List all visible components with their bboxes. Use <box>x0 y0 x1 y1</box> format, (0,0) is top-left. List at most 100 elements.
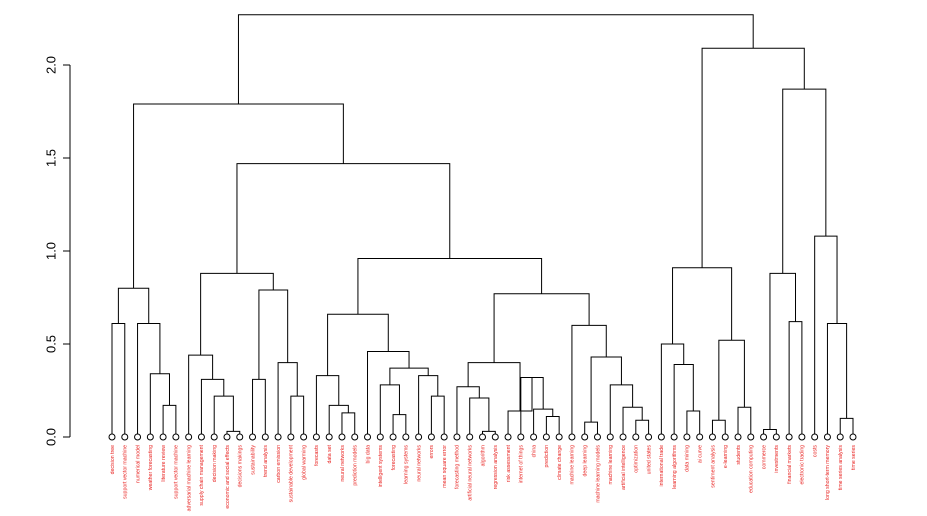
dendrogram-branch <box>782 88 827 274</box>
dendrogram-branch <box>290 395 305 437</box>
leaf-label: international trade <box>659 445 665 487</box>
leaf-label: supply chain management <box>199 444 205 505</box>
leaf-point <box>811 433 819 441</box>
dendrogram-branch <box>673 363 694 437</box>
leaf-point <box>836 433 844 441</box>
dendrogram-branch <box>590 356 622 423</box>
leaf-label: students <box>736 445 742 465</box>
dendrogram-branch <box>660 343 685 437</box>
y-axis: 0.0 0.5 1.0 1.5 2.0 <box>44 56 71 446</box>
leaf-point <box>338 433 346 441</box>
dendrogram-branch <box>117 287 150 324</box>
leaf-label: united states <box>646 445 652 475</box>
leaf-label: support vector machine <box>123 445 129 499</box>
leaf-point <box>696 433 704 441</box>
leaf-point <box>210 433 218 441</box>
leaf-label: mean square error <box>442 445 448 488</box>
dendrogram-branch <box>545 416 560 437</box>
leaf-point <box>108 433 116 441</box>
leaf-label: ai curve <box>697 445 703 463</box>
leaf-point <box>823 433 831 441</box>
leaf-label: e-learning <box>723 445 729 468</box>
leaf-point <box>274 433 282 441</box>
dendrogram-branch <box>686 410 701 437</box>
leaf-point <box>134 433 142 441</box>
y-tick-label: 1.0 <box>44 242 59 260</box>
dendrogram-branch <box>315 375 340 437</box>
dendrogram-branch <box>609 384 634 437</box>
leaf-point <box>568 433 576 441</box>
dendrogram-branch <box>200 378 225 437</box>
leaf-point <box>364 433 372 441</box>
leaf-point <box>197 433 205 441</box>
leaf-point <box>351 433 359 441</box>
leaf-point <box>593 433 601 441</box>
leaf-label: numerical model <box>135 445 141 483</box>
leaf-point <box>223 433 231 441</box>
leaf-label: internet of things <box>519 445 525 484</box>
leaf-point <box>555 433 563 441</box>
dendrogram-branch <box>133 103 344 289</box>
leaf-point <box>645 433 653 441</box>
dendrogram-branch <box>672 267 733 344</box>
leaf-label: adversarial machine learning <box>186 445 192 511</box>
dendrogram-branch <box>327 313 389 376</box>
dendrogram-branch <box>430 395 445 437</box>
dendrogram-branches <box>111 14 854 437</box>
leaf-point <box>772 433 780 441</box>
dendrogram-branch <box>389 367 429 385</box>
leaf-label: forecasts <box>314 445 320 466</box>
leaf-point <box>312 433 320 441</box>
dendrogram-branch <box>341 412 356 437</box>
leaf-point <box>542 433 550 441</box>
leaf-label: big data <box>365 445 371 464</box>
leaf-point <box>619 433 627 441</box>
leaf-label: neural networks <box>340 445 346 482</box>
leaf-label: decision tree <box>110 445 116 475</box>
leaf-label: costs <box>812 445 818 458</box>
dendrogram-branch <box>252 378 266 437</box>
dendrogram-branch <box>328 404 349 437</box>
leaf-label: weather forecasting <box>148 445 154 490</box>
leaf-label: long short-term memory <box>825 445 831 500</box>
leaf-point <box>504 433 512 441</box>
leaf-label: carbon emission <box>276 445 282 483</box>
dendrogram-branch <box>769 272 797 430</box>
leaf-label: literature review <box>161 445 167 482</box>
leaf-point <box>300 433 308 441</box>
leaf-label: prediction <box>544 445 550 468</box>
leaf-label: machine learning models <box>595 445 601 503</box>
leaf-label: sentiment analysis <box>710 445 716 488</box>
dendrogram-branch <box>367 350 410 437</box>
dendrogram-branch <box>571 324 607 437</box>
leaf-label: errors <box>429 445 435 459</box>
leaf-point <box>747 433 755 441</box>
leaf-label: intelligent systems <box>378 445 384 488</box>
leaf-label: neural networks <box>416 445 422 482</box>
dendrogram-branch <box>357 257 543 315</box>
leaf-point <box>172 433 180 441</box>
dendrogram-branch <box>137 323 161 437</box>
dendrogram-branch <box>162 404 177 437</box>
dendrogram-branch <box>213 395 234 437</box>
leaf-label: prediction models <box>353 445 359 486</box>
leaf-label: data mining <box>685 445 691 472</box>
dendrogram-branch <box>236 163 451 274</box>
leaf-label: time series analysis <box>838 445 844 491</box>
leaf-label: investments <box>774 445 780 473</box>
leaf-point <box>734 433 742 441</box>
leaf-label: sustainable development <box>289 444 295 502</box>
leaf-label: trend analysis <box>263 445 269 477</box>
leaf-label: data set <box>327 444 333 463</box>
leaf-label: support vector machine <box>174 445 180 499</box>
leaf-label: time series <box>851 445 857 470</box>
dendrogram-branch <box>622 406 643 437</box>
leaf-label: learning systems <box>404 445 410 484</box>
y-tick-label: 0.0 <box>44 428 59 446</box>
leaf-point <box>325 433 333 441</box>
leaf-label: regression analysis <box>493 445 499 490</box>
leaf-label: artificial neural networks <box>468 445 474 501</box>
leaf-label: china <box>531 445 537 458</box>
leaf-label: machine learning <box>608 445 614 485</box>
